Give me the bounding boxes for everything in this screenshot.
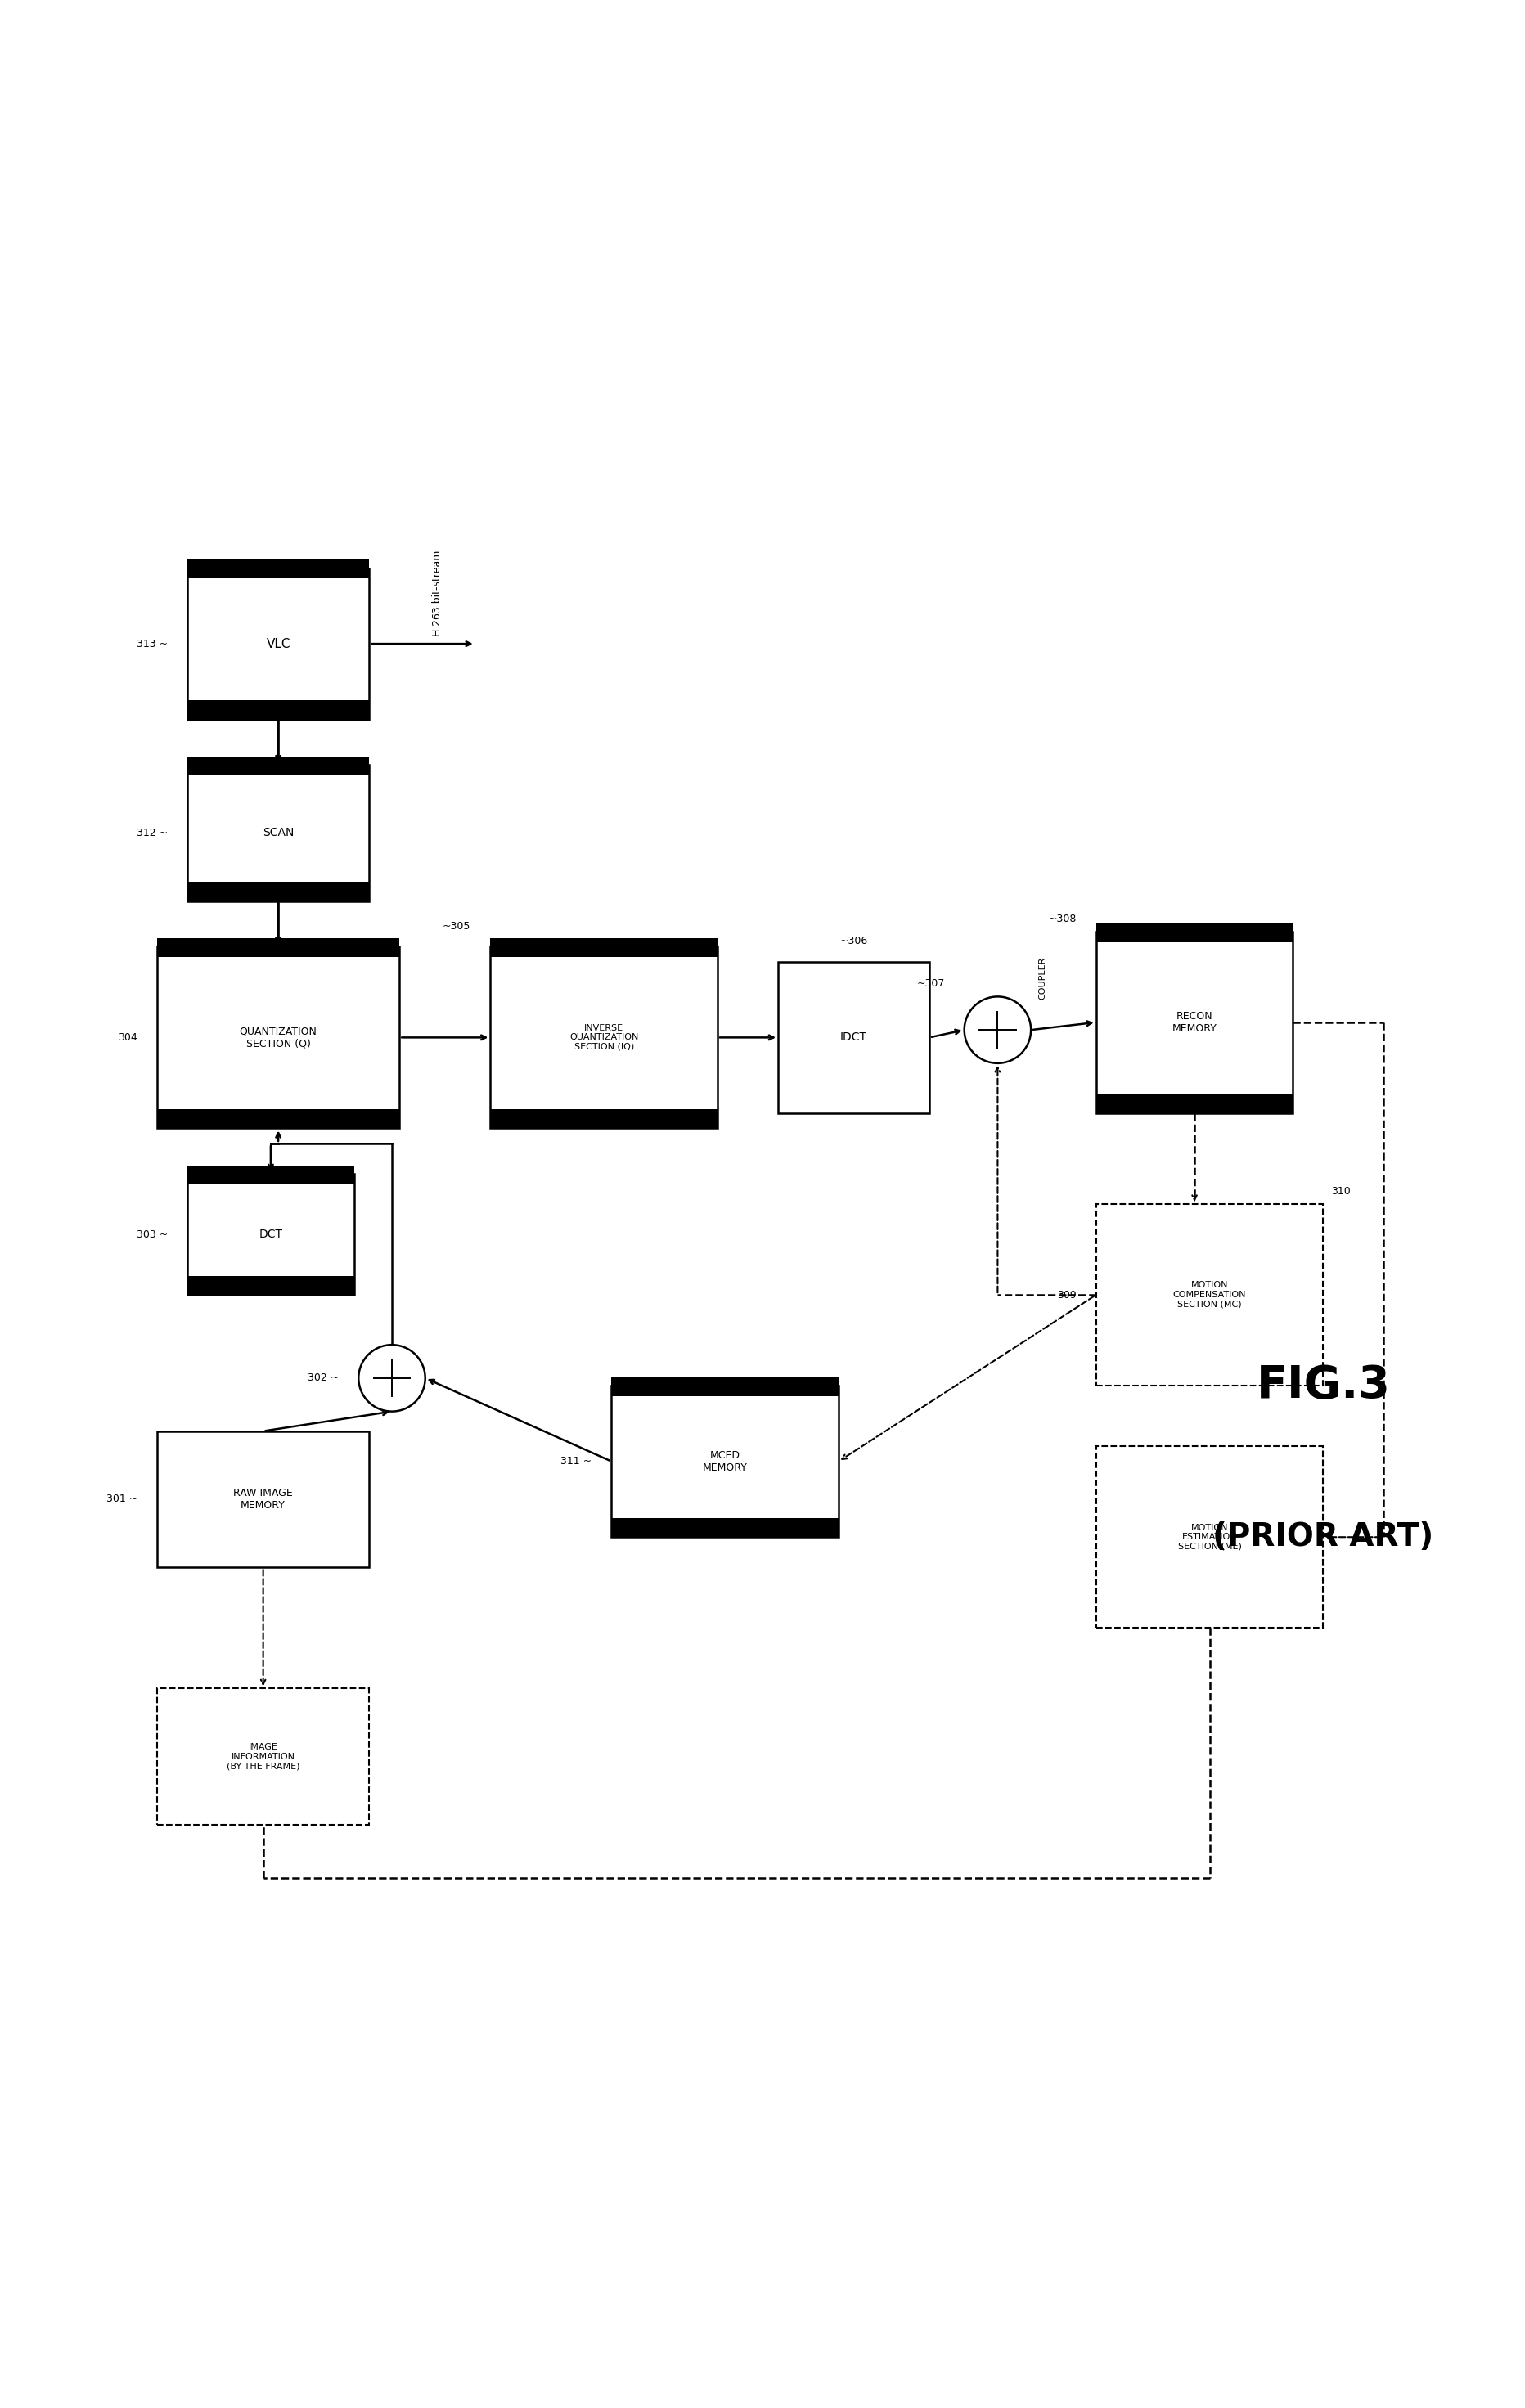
Bar [188,559,369,578]
Text: COUPLER: COUPLER [1039,956,1046,999]
Bar [188,1276,354,1296]
Text: H.263 bit-stream: H.263 bit-stream [432,549,442,636]
Bar [188,1173,354,1296]
Bar [612,1377,839,1397]
Bar [188,881,369,901]
Text: RAW IMAGE
MEMORY: RAW IMAGE MEMORY [233,1488,293,1510]
Bar [490,946,717,1129]
Text: MCED
MEMORY: MCED MEMORY [702,1450,747,1474]
Text: ~306: ~306 [839,937,868,946]
Text: VLC: VLC [265,638,290,650]
Bar [157,946,400,1129]
Text: (PRIOR ART): (PRIOR ART) [1212,1522,1434,1553]
Text: MOTION
ESTIMATION
SECTION (ME): MOTION ESTIMATION SECTION (ME) [1177,1524,1241,1551]
Text: 310: 310 [1330,1185,1350,1197]
Bar [157,1110,400,1129]
Text: IMAGE
INFORMATION
(BY THE FRAME): IMAGE INFORMATION (BY THE FRAME) [226,1743,299,1770]
Bar [1095,1447,1322,1628]
Bar [612,1517,839,1536]
Text: IDCT: IDCT [840,1031,866,1043]
Text: DCT: DCT [259,1228,282,1240]
Bar [778,961,929,1112]
Bar [188,701,369,720]
Text: 312 ~: 312 ~ [136,828,168,838]
Text: ~305: ~305 [442,920,470,932]
Text: FIG.3: FIG.3 [1255,1363,1389,1409]
Bar [1095,1204,1322,1385]
Text: INVERSE
QUANTIZATION
SECTION (IQ): INVERSE QUANTIZATION SECTION (IQ) [569,1023,637,1050]
Bar [1095,922,1292,942]
Bar [188,568,369,720]
Text: SCAN: SCAN [262,828,294,838]
Text: 302 ~: 302 ~ [308,1373,339,1385]
Text: QUANTIZATION
SECTION (Q): QUANTIZATION SECTION (Q) [239,1026,317,1050]
Bar [1095,932,1292,1112]
Bar [1095,1093,1292,1112]
Text: MOTION
COMPENSATION
SECTION (MC): MOTION COMPENSATION SECTION (MC) [1173,1281,1246,1308]
Text: 304: 304 [117,1033,137,1043]
Text: ~307: ~307 [917,978,944,990]
Bar [188,766,369,901]
Bar [188,1165,354,1185]
Text: 311 ~: 311 ~ [560,1457,592,1466]
Bar [157,1688,369,1825]
Bar [157,939,400,958]
Text: 303 ~: 303 ~ [136,1228,168,1240]
Text: 309: 309 [1057,1291,1075,1300]
Bar [490,939,717,958]
Bar [490,1110,717,1129]
Bar [612,1385,839,1536]
Bar [188,756,369,775]
Text: 301 ~: 301 ~ [107,1493,137,1505]
Text: 313 ~: 313 ~ [136,638,168,650]
Text: ~308: ~308 [1048,913,1075,925]
Text: RECON
MEMORY: RECON MEMORY [1171,1011,1217,1033]
Bar [157,1430,369,1568]
